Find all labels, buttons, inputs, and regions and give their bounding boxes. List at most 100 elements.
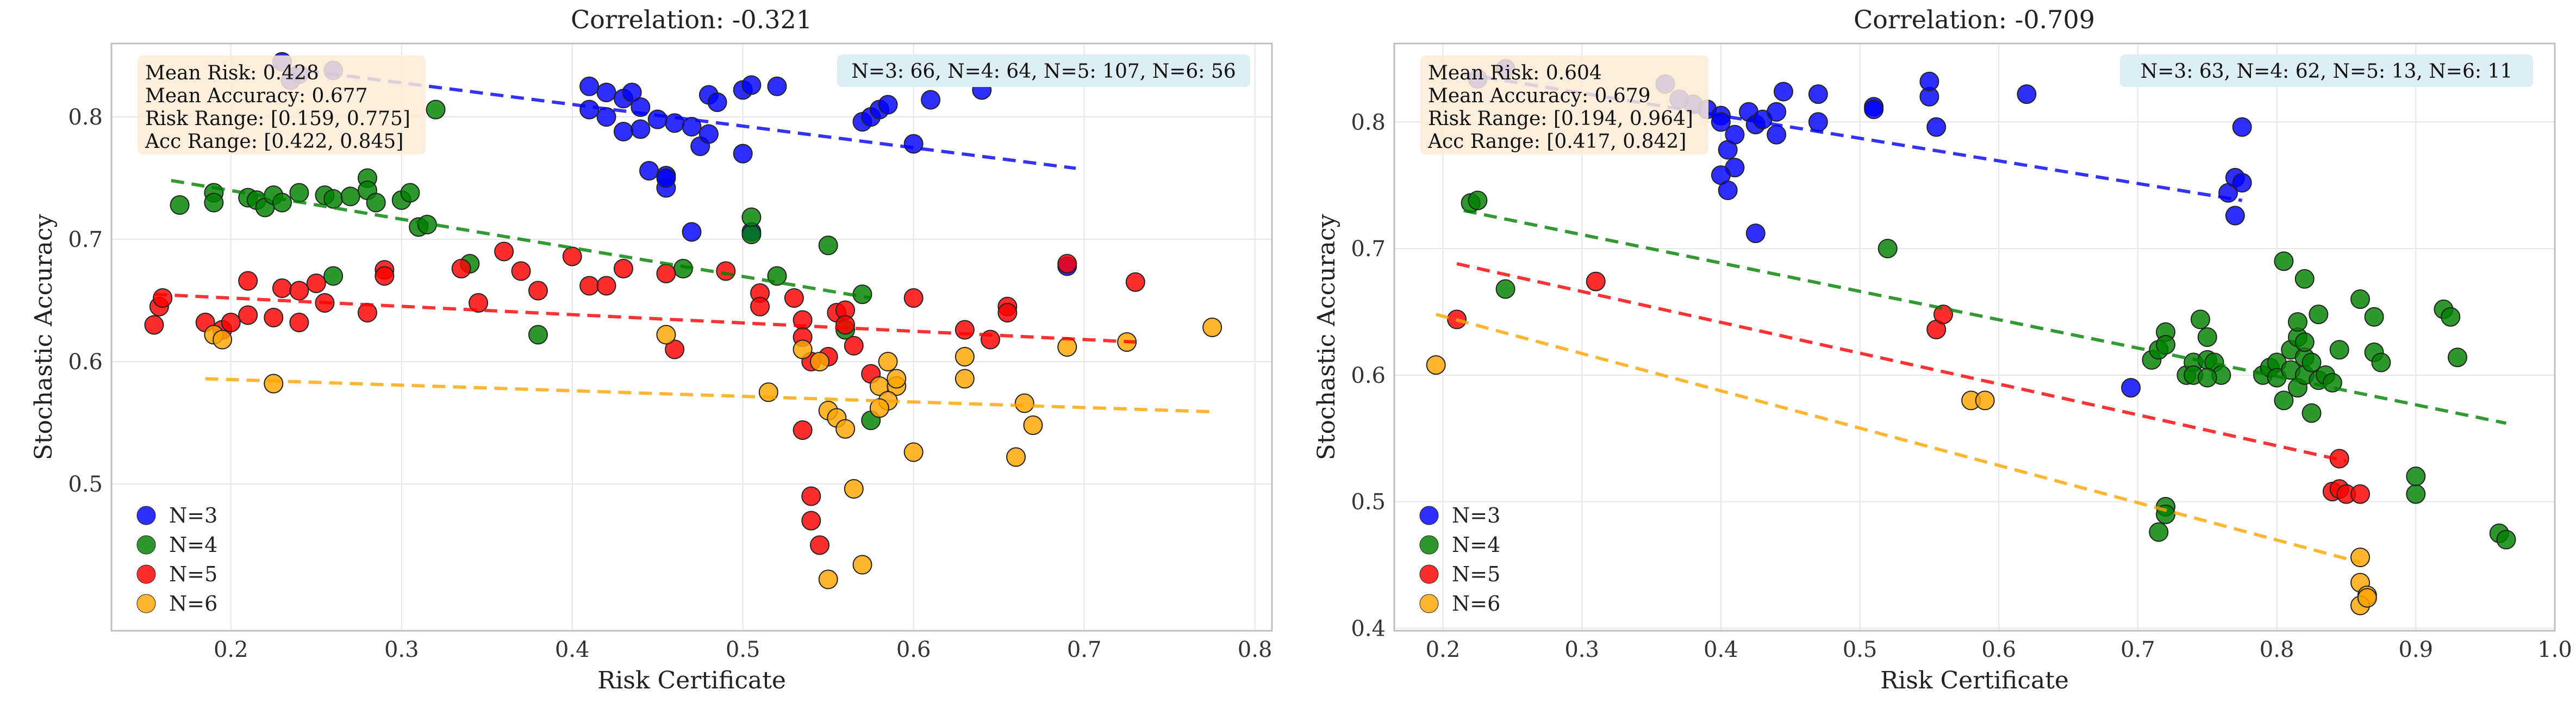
scatter-point-n4 [741,225,762,244]
x-tick-label: 0.6 [1981,637,2016,662]
scatter-point-n6 [844,479,864,499]
scatter-point-n5 [997,303,1018,322]
scatter-point-n5 [1125,272,1145,292]
scatter-point-n5 [809,535,829,555]
x-tick-label: 0.3 [384,637,419,662]
scatter-point-n5 [579,276,600,296]
scatter-point-n6 [955,347,975,366]
scatter-point-n5 [955,320,975,340]
trend-line-n4 [1463,209,2507,425]
scatter-point-n3 [639,161,659,181]
y-axis-label: Stochastic Accuracy [30,214,58,461]
scatter-point-n3 [665,113,685,133]
scatter-point-n3 [647,109,668,129]
trend-line-n6 [1435,313,2361,564]
scatter-point-n4 [1878,239,1898,259]
scatter-point-n5 [835,315,856,335]
scatter-point-n6 [869,398,889,418]
scatter-point-n4 [2406,484,2426,504]
scatter-point-n5 [494,241,514,262]
scatter-point-n5 [793,420,813,440]
scatter-point-n4 [170,195,190,215]
stats-line: Risk Range: [0.194, 0.964] [1428,108,1693,130]
scatter-point-n6 [852,555,872,575]
stats-line: Acc Range: [0.422, 0.845] [145,131,403,153]
scatter-point-n5 [264,308,284,327]
scatter-point-n3 [903,134,924,154]
scatter-point-n4 [2496,530,2516,550]
scatter-point-n5 [289,313,309,332]
scatter-point-n3 [1808,112,1828,132]
scatter-point-n3 [1926,117,1947,137]
stats-line: Acc Range: [0.417, 0.842] [1427,131,1686,153]
scatter-point-n3 [682,222,702,242]
scatter-point-n4 [2156,334,2176,355]
scatter-point-n3 [1919,71,1939,91]
scatter-point-n6 [264,374,284,394]
right-scatter-panel: Correlation: -0.709 0.2 0.3 0.4 0.5 0.6 0.7 0.… [1313,5,2572,694]
scatter-point-n4 [2190,309,2210,330]
x-tick-label: 0.2 [214,637,248,662]
scatter-point-n3 [878,95,898,115]
scatter-point-n4 [1495,279,1515,299]
scatter-point-n3 [1864,100,1884,120]
scatter-point-n5 [903,288,924,308]
scatter-point-n4 [2294,269,2315,289]
scatter-point-n4 [340,187,360,207]
scatter-point-n4 [272,192,292,213]
legend-marker [136,564,156,584]
scatter-point-n4 [289,183,309,203]
scatter-point-n3 [596,83,616,102]
scatter-point-n3 [1767,102,1787,122]
x-tick-label: 0.7 [2120,637,2155,662]
scatter-point-n6 [2357,588,2377,608]
scatter-point-n6 [887,369,907,389]
scatter-point-n3 [741,75,762,95]
scatter-point-n4 [2274,390,2294,411]
x-tick-label: 0.7 [1067,637,1102,662]
x-tick-label: 0.2 [1426,637,1461,662]
legend-marker [1419,506,1439,525]
trend-line-n6 [205,377,1213,414]
y-tick-label: 0.6 [1351,363,1386,388]
scatter-point-n3 [698,124,719,144]
scatter-point-n4 [818,235,838,256]
legend-label: N=6 [1452,592,1500,616]
counts-label: N=3: 66, N=4: 64, N=5: 107, N=6: 56 [851,60,1236,83]
scatter-point-n4 [1468,190,1488,210]
scatter-point-n4 [2301,352,2322,372]
trend-line-n5 [1456,262,2347,463]
scatter-point-n4 [2309,305,2329,325]
counts-box [837,54,1250,87]
scatter-point-n4 [2329,340,2349,360]
scatter-point-n4 [2406,467,2426,487]
scatter-point-n5 [1933,305,1953,325]
scatter-point-n3 [1773,82,1793,102]
scatter-point-n4 [323,266,344,286]
scatter-point-n4 [400,183,420,203]
scatter-point-n5 [306,274,326,293]
axes-frame [110,42,1273,632]
scatter-point-n3 [622,83,642,102]
trend-line-n4 [171,179,871,300]
legend-label: N=6 [169,592,217,616]
scatter-point-n3 [1808,84,1828,104]
x-tick-label: 0.3 [1564,637,1599,662]
scatter-point-n4 [2274,251,2294,271]
scatter-point-n3 [656,168,676,188]
x-tick-label: 0.8 [1238,637,1273,662]
scatter-point-n5 [665,339,685,359]
scatter-point-n4 [2197,368,2217,388]
scatter-point-n3 [596,107,616,127]
stats-box [138,55,426,154]
stats-box [1420,55,1708,154]
scatter-point-n3 [2017,84,2037,104]
scatter-point-n4 [2448,347,2468,368]
panel-title: Correlation: -0.321 [571,5,812,34]
scatter-point-n5 [1586,271,1606,291]
scatter-point-n5 [750,296,770,316]
scatter-point-n5 [613,259,633,278]
y-tick-label: 0.8 [68,105,103,130]
y-axis-label: Stochastic Accuracy [1313,214,1340,461]
x-axis-label: Risk Certificate [1880,667,2069,694]
